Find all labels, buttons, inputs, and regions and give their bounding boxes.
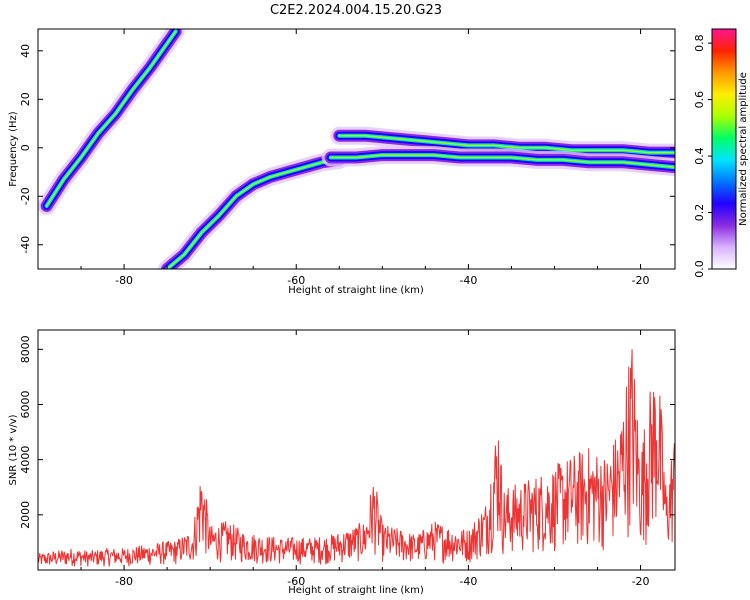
- spectrogram-y-tick-label: 0: [19, 144, 32, 151]
- snr-x-tick-label: -60: [287, 575, 305, 588]
- colorbar-tick-label: 0.6: [693, 91, 706, 109]
- spectrogram-y-tick-label: 20: [19, 92, 32, 106]
- spectrogram-y-tick-label: -20: [19, 187, 32, 205]
- snr-x-tick-label: -80: [115, 575, 133, 588]
- spectrogram-y-tick-label: -40: [19, 236, 32, 254]
- spectrogram-traces: [38, 29, 675, 269]
- colorbar-gradient: [711, 28, 737, 270]
- spectrogram-trace-2-layer-4: [338, 134, 675, 154]
- spectrogram-trace-3-layer-4: [329, 154, 675, 168]
- snr-y-axis-title: SNR (10 * v/v): [8, 414, 19, 485]
- snr-series-line: [37, 349, 676, 567]
- snr-x-tick-label: -40: [459, 575, 477, 588]
- spectrogram-y-tick-label: 40: [19, 44, 32, 58]
- snr-frame: [37, 329, 676, 571]
- spectrogram-trace-1-layer-4: [166, 159, 341, 269]
- snr-x-ticks: -80 -60 -40 -20: [37, 330, 650, 588]
- spectrogram-trace-0-layer-4: [45, 30, 177, 207]
- colorbar-tick-label: 0.0: [693, 260, 706, 278]
- spectrogram-x-ticks: -80 -60 -40 -20: [37, 29, 650, 287]
- spectrogram-x-tick-label: -20: [632, 274, 650, 287]
- spectrogram-y-ticks: -40 -20 0 20 40: [19, 44, 675, 254]
- spectrogram-x-axis-title: Height of straight line (km): [288, 285, 424, 296]
- spectrogram-panel: -80 -60 -40 -20 -40 -20 0 20 40 Height of strai…: [8, 28, 676, 296]
- colorbar-ticks: 0.0 0.2 0.4 0.6 0.8: [693, 34, 712, 278]
- snr-y-tick-label: 4000: [19, 446, 32, 474]
- snr-panel: -80 -60 -40 -20 2000 4000 6000 8000 Height of …: [8, 329, 676, 596]
- spectrogram-trace-group: [38, 29, 675, 269]
- spectrogram-x-tick-label: -40: [459, 274, 477, 287]
- snr-y-tick-label: 6000: [19, 390, 32, 418]
- spectrogram-frame: [37, 28, 676, 270]
- snr-y-tick-label: 2000: [19, 501, 32, 529]
- colorbar-tick-label: 0.2: [693, 204, 706, 222]
- colorbar-tick-label: 0.8: [693, 34, 706, 52]
- snr-x-axis-title: Height of straight line (km): [288, 585, 424, 596]
- snr-y-tick-label: 8000: [19, 335, 32, 363]
- snr-x-tick-label: -20: [632, 575, 650, 588]
- spectrogram-x-tick-label: -80: [115, 274, 133, 287]
- colorbar: 0.0 0.2 0.4 0.6 0.8 Normalized spectral ampl…: [693, 28, 749, 278]
- colorbar-tick-label: 0.4: [693, 147, 706, 165]
- chart-title: C2E2.2024.004.15.20.G23: [270, 3, 442, 18]
- snr-y-ticks: 2000 4000 6000 8000: [19, 335, 675, 529]
- colorbar-label: Normalized spectral amplitude: [738, 72, 749, 226]
- spectrogram-y-axis-title: Frequency (Hz): [8, 111, 19, 187]
- spectrogram-x-tick-label: -60: [287, 274, 305, 287]
